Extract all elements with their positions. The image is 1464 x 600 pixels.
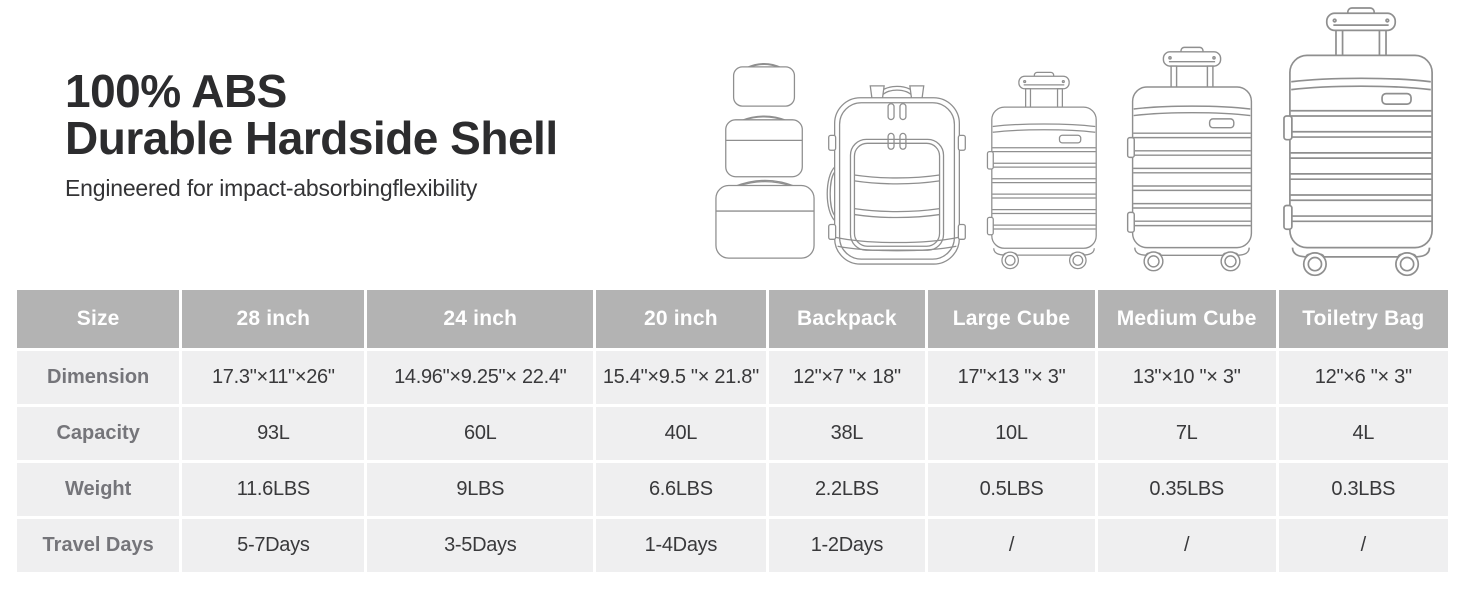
spec-cell-capacity-medium-cube: 7L bbox=[1097, 407, 1276, 460]
brand-badge bbox=[1208, 118, 1235, 129]
large-cube-icon bbox=[715, 179, 815, 259]
table-row-capacity: Capacity 93L 60L 40L 38L 10L 7L 4L bbox=[17, 407, 1448, 460]
spec-cell-weight-large-cube: 0.5LBS bbox=[928, 463, 1095, 516]
hero-heading: 100% ABS Durable Hardside Shell Engineer… bbox=[65, 68, 558, 202]
column-header-size: Size bbox=[17, 290, 180, 348]
spec-cell-travel-days-medium-cube: / bbox=[1097, 519, 1276, 572]
title-line-2: Durable Hardside Shell bbox=[65, 112, 558, 164]
spec-cell-travel-days-backpack: 1-2Days bbox=[768, 519, 926, 572]
suitcase-icon bbox=[986, 71, 1097, 270]
row-label-weight: Weight bbox=[17, 463, 180, 516]
table-row-dimension: Dimension 17.3"×11"×26" 14.96"×9.25"× 22.4… bbox=[17, 351, 1448, 404]
spec-cell-travel-days-24-inch: 3-5Days bbox=[367, 519, 594, 572]
spec-cell-travel-days-toiletry-bag: / bbox=[1278, 519, 1448, 572]
spec-cell-dimension-large-cube: 17"×13 "× 3" bbox=[928, 351, 1095, 404]
spec-cell-capacity-large-cube: 10L bbox=[928, 407, 1095, 460]
spec-cell-weight-24-inch: 9LBS bbox=[367, 463, 594, 516]
suitcase-28-illustration bbox=[1283, 7, 1433, 277]
spec-cell-weight-toiletry-bag: 0.3LBS bbox=[1278, 463, 1448, 516]
column-header-toiletry-bag: Toiletry Bag bbox=[1278, 290, 1448, 348]
spec-cell-dimension-backpack: 12"×7 "× 18" bbox=[768, 351, 926, 404]
spec-cell-weight-28-inch: 11.6LBS bbox=[182, 463, 365, 516]
spec-cell-capacity-20-inch: 40L bbox=[596, 407, 766, 460]
brand-badge bbox=[1381, 92, 1412, 105]
column-header-large-cube: Large Cube bbox=[928, 290, 1095, 348]
row-label-travel-days: Travel Days bbox=[17, 519, 180, 572]
suitcase-20-illustration bbox=[986, 71, 1097, 270]
spec-cell-travel-days-28-inch: 5-7Days bbox=[182, 519, 365, 572]
spec-cell-dimension-20-inch: 15.4"×9.5 "× 21.8" bbox=[596, 351, 766, 404]
spec-table: Size 28 inch 24 inch 20 inch Backpack Large C… bbox=[14, 287, 1451, 575]
table-row-weight: Weight 11.6LBS 9LBS 6.6LBS 2.2LBS 0.5LBS 0.35L… bbox=[17, 463, 1448, 516]
spec-cell-travel-days-large-cube: / bbox=[928, 519, 1095, 572]
row-label-dimension: Dimension bbox=[17, 351, 180, 404]
row-label-capacity: Capacity bbox=[17, 407, 180, 460]
column-header-20-inch: 20 inch bbox=[596, 290, 766, 348]
backpack-illustration bbox=[826, 85, 966, 265]
spec-table-body: Dimension 17.3"×11"×26" 14.96"×9.25"× 22.4… bbox=[17, 351, 1448, 572]
spec-cell-capacity-toiletry-bag: 4L bbox=[1278, 407, 1448, 460]
column-header-28-inch: 28 inch bbox=[182, 290, 365, 348]
spec-cell-travel-days-20-inch: 1-4Days bbox=[596, 519, 766, 572]
packing-cubes-illustration bbox=[715, 63, 815, 259]
toiletry-bag-icon bbox=[732, 63, 796, 107]
medium-cube-icon bbox=[725, 115, 803, 178]
spec-table-container: Size 28 inch 24 inch 20 inch Backpack Large C… bbox=[14, 287, 1451, 575]
brand-badge bbox=[1058, 134, 1082, 144]
column-header-24-inch: 24 inch bbox=[367, 290, 594, 348]
spec-cell-dimension-medium-cube: 13"×10 "× 3" bbox=[1097, 351, 1276, 404]
spec-cell-dimension-28-inch: 17.3"×11"×26" bbox=[182, 351, 365, 404]
title-line-1: 100% ABS bbox=[65, 65, 287, 117]
spec-cell-dimension-toiletry-bag: 12"×6 "× 3" bbox=[1278, 351, 1448, 404]
spec-cell-capacity-24-inch: 60L bbox=[367, 407, 594, 460]
backpack-icon bbox=[826, 85, 966, 265]
page-title: 100% ABS Durable Hardside Shell bbox=[65, 68, 558, 162]
luggage-illustrations bbox=[0, 0, 1464, 290]
spec-table-head: Size 28 inch 24 inch 20 inch Backpack Large C… bbox=[17, 290, 1448, 348]
spec-cell-dimension-24-inch: 14.96"×9.25"× 22.4" bbox=[367, 351, 594, 404]
suitcase-24-illustration bbox=[1126, 46, 1253, 272]
page-subtitle: Engineered for impact-absorbingflexibili… bbox=[65, 175, 478, 201]
suitcase-icon bbox=[1283, 7, 1433, 277]
spec-cell-capacity-28-inch: 93L bbox=[182, 407, 365, 460]
spec-cell-weight-medium-cube: 0.35LBS bbox=[1097, 463, 1276, 516]
spec-cell-capacity-backpack: 38L bbox=[768, 407, 926, 460]
spec-cell-weight-20-inch: 6.6LBS bbox=[596, 463, 766, 516]
suitcase-icon bbox=[1126, 46, 1253, 272]
table-row-travel-days: Travel Days 5-7Days 3-5Days 1-4Days 1-2Days /… bbox=[17, 519, 1448, 572]
column-header-medium-cube: Medium Cube bbox=[1097, 290, 1276, 348]
column-header-backpack: Backpack bbox=[768, 290, 926, 348]
spec-cell-weight-backpack: 2.2LBS bbox=[768, 463, 926, 516]
